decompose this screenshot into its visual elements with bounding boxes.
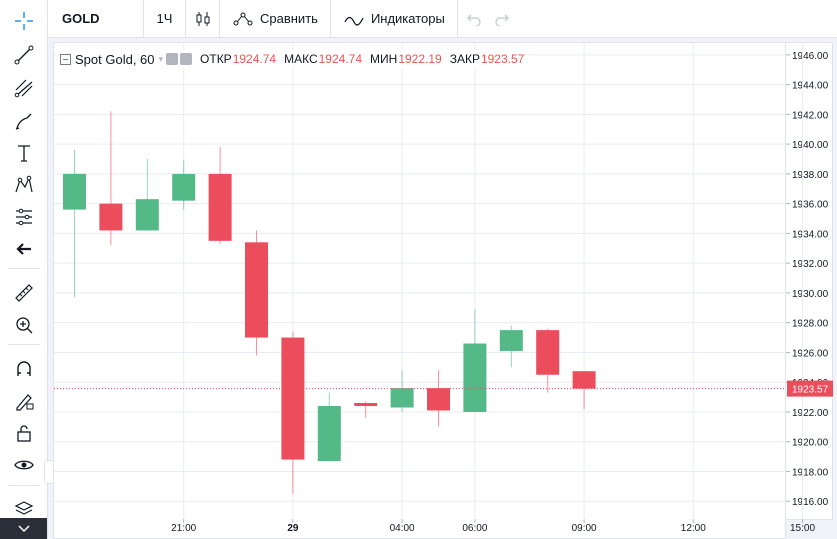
pitchfork-icon[interactable] — [0, 73, 47, 103]
price-tick-label: 1916.00 — [792, 497, 829, 508]
indicator-wave-icon — [344, 16, 364, 26]
price-tick-label: 1928.00 — [792, 319, 829, 330]
time-tick-label: 15:00 — [790, 523, 815, 534]
redo-icon[interactable] — [494, 12, 510, 26]
text-icon[interactable] — [0, 138, 47, 168]
drawing-toolbar — [0, 0, 48, 539]
interval-button[interactable]: 1Ч — [144, 0, 186, 37]
indicators-label: Индикаторы — [370, 11, 445, 26]
eye-icon[interactable] — [0, 450, 47, 480]
price-tick-label: 1944.00 — [792, 81, 829, 92]
crosshair-icon[interactable] — [0, 6, 47, 36]
chart-legend: Spot Gold, 60 ▾ ОТКР 1924.74 МАКС 1924.7… — [60, 50, 525, 68]
undo-redo-group — [458, 0, 524, 37]
close-label: ЗАКР — [449, 52, 480, 66]
price-tick-label: 1938.00 — [792, 170, 829, 181]
low-label: МИН — [370, 52, 398, 66]
candle-body — [499, 330, 523, 351]
candle-body — [427, 388, 450, 411]
price-tick-label: 1932.00 — [792, 259, 829, 270]
time-tick-label: 09:00 — [572, 523, 597, 534]
undo-icon[interactable] — [466, 12, 482, 26]
last-price-badge — [787, 380, 833, 397]
candles-icon — [196, 11, 209, 26]
high-label: МАКС — [284, 52, 318, 66]
zoom-in-icon[interactable] — [0, 310, 47, 340]
lock-icon[interactable] — [0, 418, 47, 448]
candle-body — [245, 242, 268, 338]
compare-icon — [233, 12, 253, 25]
pencil-lock-icon[interactable] — [0, 386, 47, 416]
candle-body — [536, 330, 560, 375]
ruler-icon[interactable] — [0, 278, 47, 308]
high-value: 1924.74 — [318, 52, 363, 66]
series-menu-chevron-icon[interactable]: ▾ — [158, 53, 164, 64]
magnet-icon[interactable] — [0, 354, 47, 384]
symbol-label: GOLD — [62, 11, 100, 26]
candle-body — [390, 388, 414, 408]
collapse-toolbar-button[interactable] — [0, 518, 47, 539]
candle-body — [572, 371, 596, 389]
candle-body — [172, 173, 196, 201]
candle-body — [281, 337, 305, 460]
time-tick-label: 12:00 — [681, 523, 706, 534]
prediction-icon[interactable] — [0, 202, 47, 232]
top-toolbar: GOLD 1Ч Сравнить Индикаторы — [48, 0, 837, 38]
candle-body — [463, 343, 487, 412]
price-tick-label: 1926.00 — [792, 348, 829, 359]
close-icon[interactable] — [180, 53, 193, 65]
candle-body — [317, 406, 341, 462]
interval-label: 1Ч — [156, 11, 173, 26]
price-tick-label: 1934.00 — [792, 229, 829, 240]
brush-icon[interactable] — [0, 106, 47, 136]
candle-body — [354, 403, 378, 407]
time-tick-label: 04:00 — [390, 523, 415, 534]
price-tick-label: 1936.00 — [792, 200, 829, 211]
symbol-search-button[interactable]: GOLD — [48, 0, 144, 37]
price-tick-label: 1918.00 — [792, 467, 829, 478]
price-axis[interactable] — [786, 42, 833, 520]
candle-body — [208, 173, 232, 241]
compare-button[interactable]: Сравнить — [220, 0, 331, 37]
compare-label: Сравнить — [260, 11, 318, 26]
price-tick-label: 1920.00 — [792, 438, 829, 449]
settings-icon[interactable] — [166, 53, 179, 65]
layers-icon[interactable] — [0, 494, 47, 524]
indicators-button[interactable]: Индикаторы — [331, 0, 458, 37]
collapse-legend-icon[interactable] — [60, 53, 71, 65]
open-label: ОТКР — [200, 52, 232, 66]
close-value: 1923.57 — [480, 52, 525, 66]
open-value: 1924.74 — [232, 52, 277, 66]
price-tick-label: 1946.00 — [792, 51, 829, 62]
series-title: Spot Gold, 60 — [75, 51, 155, 67]
pattern-icon[interactable] — [0, 170, 47, 200]
arrow-left-icon[interactable] — [0, 234, 47, 264]
trend-line-icon[interactable] — [0, 40, 47, 70]
last-price-label: 1923.57 — [792, 385, 829, 396]
price-tick-label: 1942.00 — [792, 110, 829, 121]
price-tick-label: 1940.00 — [792, 140, 829, 151]
price-tick-label: 1930.00 — [792, 289, 829, 300]
candle-body — [99, 203, 123, 231]
candle-body — [135, 199, 159, 231]
price-tick-label: 1922.00 — [792, 408, 829, 419]
time-tick-label: 06:00 — [462, 523, 487, 534]
time-tick-label: 21:00 — [171, 523, 196, 534]
chevron-down-icon — [17, 524, 30, 532]
chart-pane[interactable] — [53, 42, 786, 520]
low-value: 1922.19 — [398, 52, 442, 66]
candle-body — [63, 173, 86, 210]
time-tick-label: 29 — [287, 523, 299, 534]
chart-type-button[interactable] — [186, 0, 220, 37]
